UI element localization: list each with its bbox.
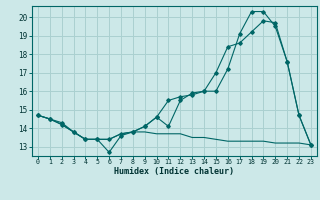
X-axis label: Humidex (Indice chaleur): Humidex (Indice chaleur): [115, 167, 234, 176]
